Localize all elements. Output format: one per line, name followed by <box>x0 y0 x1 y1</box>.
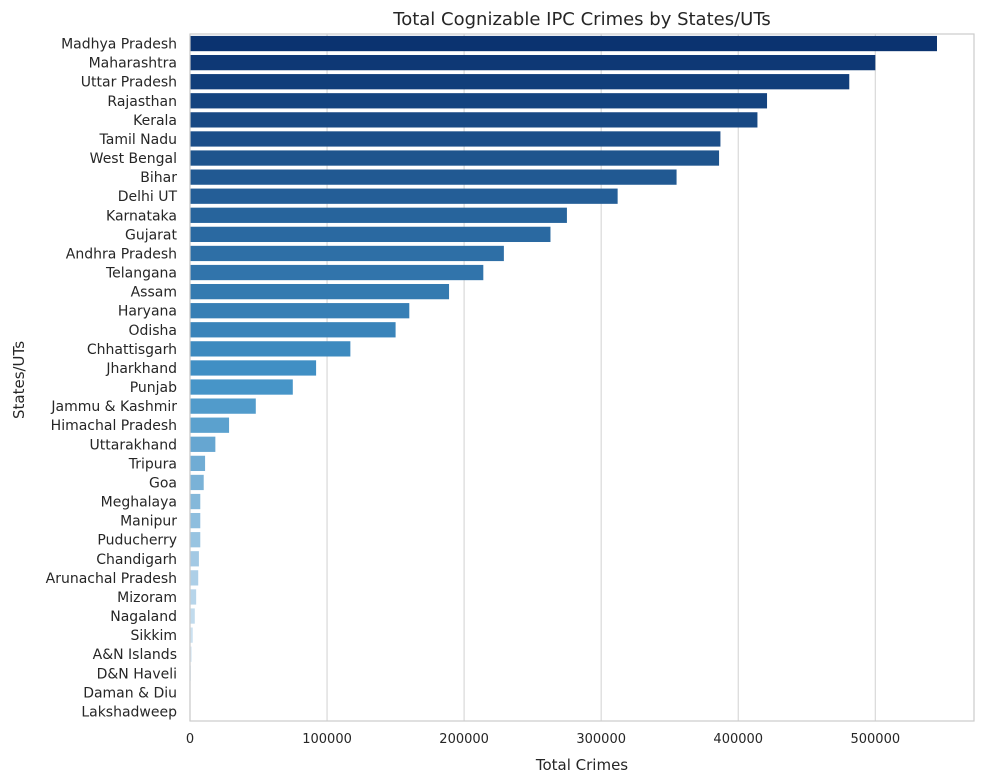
bar <box>190 169 677 185</box>
bar <box>190 474 204 491</box>
category-label: Goa <box>149 475 177 491</box>
category-label: Delhi UT <box>118 189 178 205</box>
bar <box>190 112 758 128</box>
bar <box>190 532 201 548</box>
category-label: Jharkhand <box>105 361 177 377</box>
bar <box>190 398 256 414</box>
category-label: Telangana <box>105 266 177 282</box>
category-labels: Madhya Pradesh Maharashtra Uttar Pradesh Ra… <box>46 37 178 721</box>
plot-frame <box>189 33 975 722</box>
x-tick-label: 500000 <box>850 732 900 747</box>
x-tick-label: 300000 <box>576 732 626 747</box>
x-tick-labels: 0 100000 200000 300000 400000 500000 <box>186 732 900 747</box>
bar <box>190 608 195 624</box>
x-tick-label: 100000 <box>302 732 352 747</box>
category-label: Haryana <box>118 304 177 320</box>
bar <box>190 455 206 472</box>
x-tick-label: 200000 <box>439 732 489 747</box>
category-label: Odisha <box>128 323 177 339</box>
category-label: Punjab <box>130 380 177 396</box>
category-label: A&N Islands <box>93 647 177 663</box>
x-tick-label: 400000 <box>713 732 763 747</box>
category-label: Tripura <box>128 456 177 472</box>
bars-layer <box>190 35 937 720</box>
bar <box>190 379 293 395</box>
y-axis-title: States/UTs <box>10 341 28 419</box>
category-label: Puducherry <box>97 533 177 549</box>
bar <box>190 360 317 376</box>
bar <box>190 436 216 452</box>
category-label: Himachal Pradesh <box>51 418 177 434</box>
bar <box>190 283 450 300</box>
bar <box>190 35 937 52</box>
bar <box>190 207 567 223</box>
bar <box>190 93 768 109</box>
bar <box>190 54 876 71</box>
category-label: D&N Haveli <box>97 666 177 682</box>
category-label: Uttarakhand <box>90 437 177 453</box>
category-label: Chhattisgarh <box>87 342 177 358</box>
bar <box>190 627 193 643</box>
category-label: Assam <box>131 285 177 301</box>
category-label: Nagaland <box>110 609 177 625</box>
bar <box>190 131 721 147</box>
category-label: Mizoram <box>117 590 177 606</box>
category-label: Gujarat <box>125 227 178 243</box>
category-label: Sikkim <box>130 628 177 644</box>
bar <box>190 493 201 510</box>
chart-title: Total Cognizable IPC Crimes by States/UT… <box>392 9 770 30</box>
x-axis-title: Total Crimes <box>535 756 628 774</box>
category-label: Uttar Pradesh <box>81 75 177 91</box>
x-tick-label: 0 <box>186 732 194 747</box>
category-label: Bihar <box>140 170 177 186</box>
bar <box>190 589 197 605</box>
category-label: Lakshadweep <box>81 704 177 720</box>
category-label: Meghalaya <box>101 495 177 511</box>
bar <box>190 245 504 262</box>
bar <box>190 551 199 567</box>
category-label: Daman & Diu <box>83 685 177 701</box>
category-label: Manipur <box>120 514 177 530</box>
category-label: Rajasthan <box>107 94 177 110</box>
bar <box>190 226 551 243</box>
bar <box>190 150 720 166</box>
category-label: Tamil Nadu <box>99 132 178 148</box>
category-label: Madhya Pradesh <box>61 37 177 53</box>
category-label: Arunachal Pradesh <box>46 571 177 587</box>
bar <box>190 512 201 529</box>
bar <box>190 341 351 357</box>
category-label: Karnataka <box>106 208 177 224</box>
category-label: Chandigarh <box>96 552 177 568</box>
category-label: West Bengal <box>90 151 177 167</box>
bar <box>190 417 230 433</box>
category-label: Jammu & Kashmir <box>50 399 177 415</box>
category-label: Kerala <box>133 113 177 129</box>
category-label: Andhra Pradesh <box>66 246 177 262</box>
bar <box>190 303 410 319</box>
bar <box>190 322 396 338</box>
bar <box>190 264 484 281</box>
bar <box>190 646 192 662</box>
bar <box>190 570 199 586</box>
bar <box>190 74 850 90</box>
category-label: Maharashtra <box>89 56 177 72</box>
bar <box>190 188 618 204</box>
